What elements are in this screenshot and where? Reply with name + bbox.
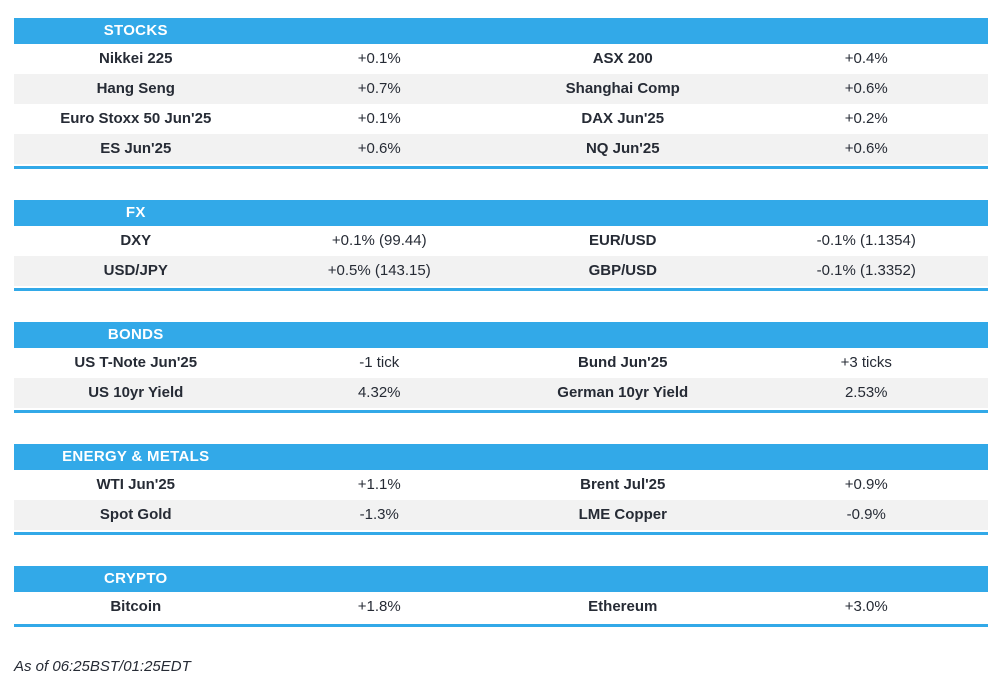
instrument-name: Ethereum [588,598,658,615]
instrument-name: EUR/USD [588,232,657,249]
section-stocks: STOCKS Nikkei 225 +0.1% ASX 200 +0.4% Ha… [14,18,988,169]
instrument-change: +0.5% (143.15) [327,262,431,279]
section-header: BONDS [14,322,988,348]
section-title: CRYPTO [104,570,168,587]
instrument-name: ES Jun'25 [100,140,172,157]
instrument-name: LME Copper [578,506,667,523]
instrument-name: Bitcoin [110,598,162,615]
section-title: FX [125,204,146,221]
section-header: FX [14,200,988,226]
instrument-name: ASX 200 [592,50,653,67]
instrument-name: US 10yr Yield [88,384,184,401]
section-title: ENERGY & METALS [62,448,210,465]
instrument-name: Bund Jun'25 [578,354,668,371]
instrument-name: Hang Seng [96,80,175,97]
instrument-change: +0.6% [844,140,888,157]
table-row: US T-Note Jun'25 -1 tick Bund Jun'25 +3 … [14,348,988,378]
instrument-change: +1.8% [357,598,401,615]
section-header: STOCKS [14,18,988,44]
instrument-name: GBP/USD [588,262,657,279]
instrument-change: +0.1% [357,110,401,127]
instrument-change: -0.1% (1.1354) [816,232,916,249]
instrument-name: US T-Note Jun'25 [74,354,198,371]
section-rows: DXY +0.1% (99.44) EUR/USD -0.1% (1.1354)… [14,226,988,286]
instrument-change: +1.1% [357,476,401,493]
section-fx: FX DXY +0.1% (99.44) EUR/USD -0.1% (1.13… [14,200,988,291]
instrument-change: 2.53% [844,384,888,401]
instrument-change: +0.7% [357,80,401,97]
instrument-change: -1.3% [359,506,399,523]
table-row: USD/JPY +0.5% (143.15) GBP/USD -0.1% (1.… [14,256,988,286]
instrument-change: +0.2% [844,110,888,127]
instrument-name: NQ Jun'25 [585,140,660,157]
instrument-change: -0.9% [846,506,886,523]
instrument-change: -1 tick [359,354,400,371]
as-of-timestamp: As of 06:25BST/01:25EDT [14,658,191,675]
section-energy-metals: ENERGY & METALS WTI Jun'25 +1.1% Brent J… [14,444,988,535]
instrument-name: Brent Jul'25 [580,476,666,493]
section-rows: WTI Jun'25 +1.1% Brent Jul'25 +0.9% Spot… [14,470,988,530]
instrument-change: +0.1% (99.44) [331,232,427,249]
instrument-change: 4.32% [357,384,401,401]
instrument-name: Nikkei 225 [99,50,173,67]
instrument-change: +0.1% [357,50,401,67]
instrument-name: Shanghai Comp [565,80,680,97]
section-crypto: CRYPTO Bitcoin +1.8% Ethereum +3.0% [14,566,988,627]
instrument-change: +0.6% [357,140,401,157]
instrument-name: USD/JPY [103,262,168,279]
instrument-name: Spot Gold [99,506,172,523]
instrument-name: WTI Jun'25 [96,476,176,493]
section-header: CRYPTO [14,566,988,592]
table-row: Bitcoin +1.8% Ethereum +3.0% [14,592,988,622]
instrument-name: DAX Jun'25 [581,110,665,127]
table-row: Hang Seng +0.7% Shanghai Comp +0.6% [14,74,988,104]
table-row: DXY +0.1% (99.44) EUR/USD -0.1% (1.1354) [14,226,988,256]
instrument-change: +3.0% [844,598,888,615]
section-rows: Nikkei 225 +0.1% ASX 200 +0.4% Hang Seng… [14,44,988,164]
table-row: US 10yr Yield 4.32% German 10yr Yield 2.… [14,378,988,408]
instrument-change: +0.4% [844,50,888,67]
instrument-change: -0.1% (1.3352) [816,262,916,279]
table-row: ES Jun'25 +0.6% NQ Jun'25 +0.6% [14,134,988,164]
instrument-name: German 10yr Yield [557,384,689,401]
table-row: Euro Stoxx 50 Jun'25 +0.1% DAX Jun'25 +0… [14,104,988,134]
section-rows: Bitcoin +1.8% Ethereum +3.0% [14,592,988,622]
instrument-change: +3 ticks [840,354,892,371]
instrument-change: +0.9% [844,476,888,493]
section-header: ENERGY & METALS [14,444,988,470]
section-rows: US T-Note Jun'25 -1 tick Bund Jun'25 +3 … [14,348,988,408]
table-row: Spot Gold -1.3% LME Copper -0.9% [14,500,988,530]
table-row: WTI Jun'25 +1.1% Brent Jul'25 +0.9% [14,470,988,500]
section-title: BONDS [107,326,164,343]
instrument-name: Euro Stoxx 50 Jun'25 [60,110,212,127]
section-title: STOCKS [103,22,168,39]
instrument-name: DXY [120,232,152,249]
table-row: Nikkei 225 +0.1% ASX 200 +0.4% [14,44,988,74]
section-bonds: BONDS US T-Note Jun'25 -1 tick Bund Jun'… [14,322,988,413]
instrument-change: +0.6% [844,80,888,97]
